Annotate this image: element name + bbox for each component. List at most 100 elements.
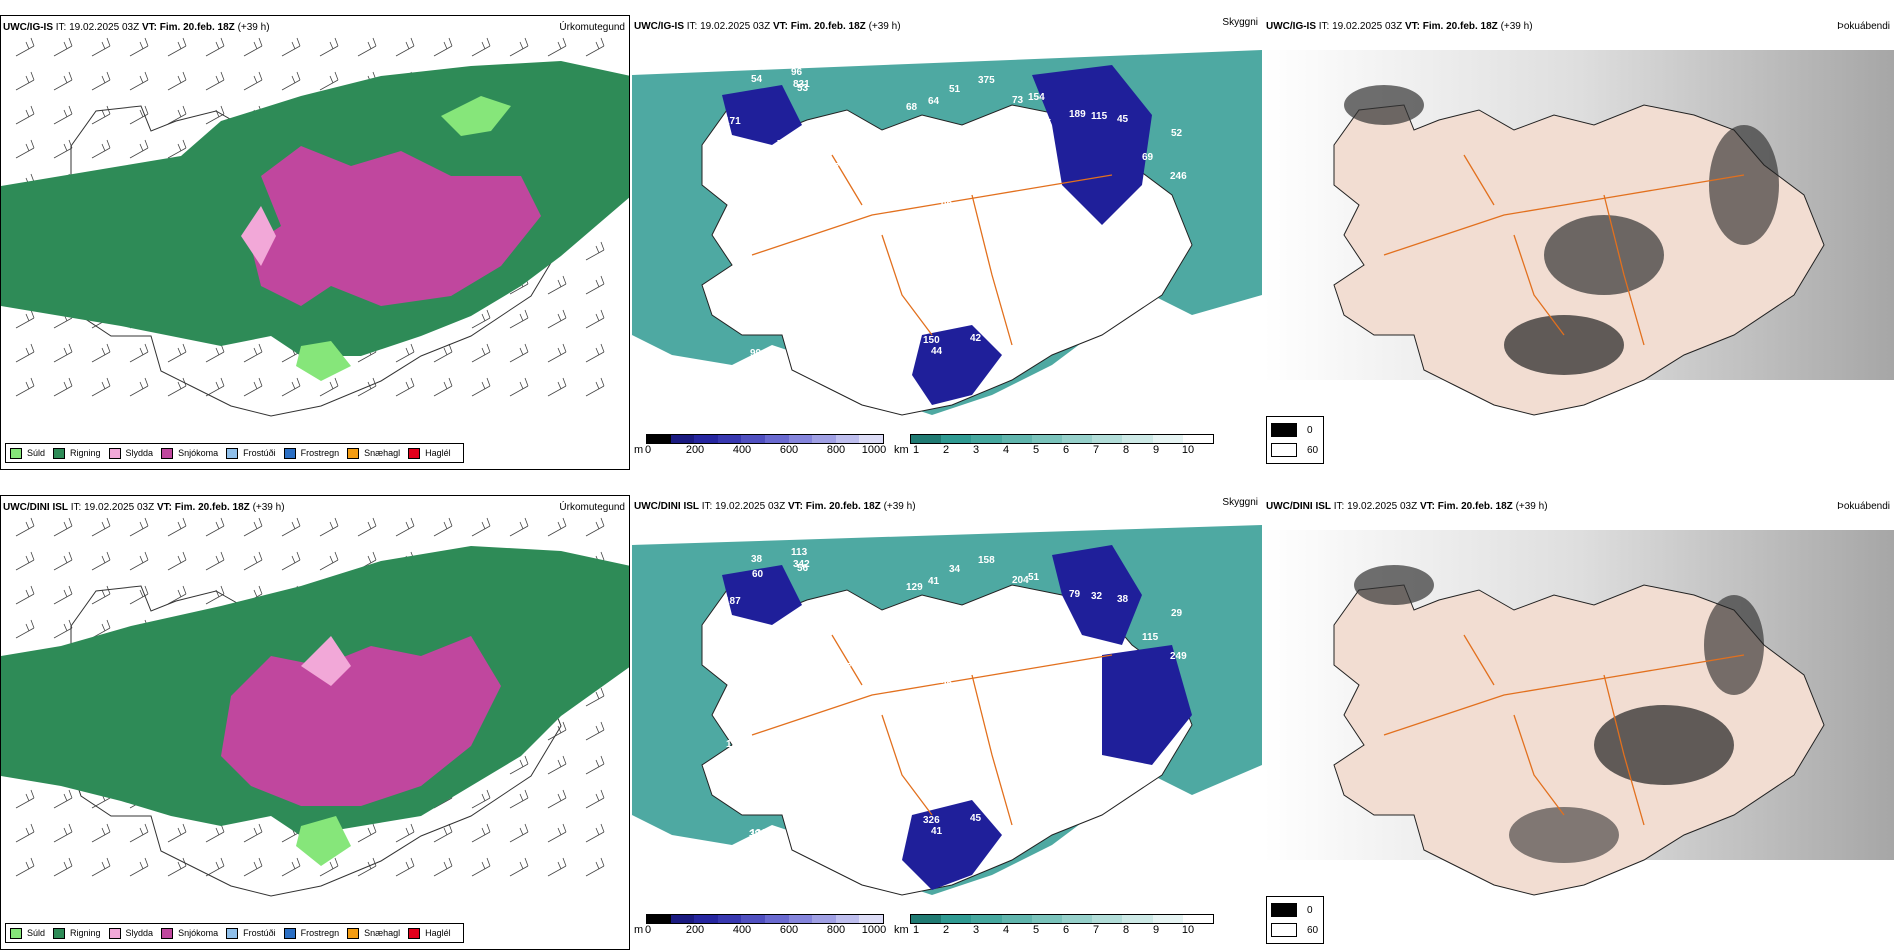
legend-item-freezing-drizzle: Frostúði: [226, 447, 276, 459]
panel-title: UWC/DINI ISL IT: 19.02.2025 03Z VT: Fim.…: [634, 501, 916, 512]
wind-barb: [547, 721, 567, 741]
visibility-label: 96: [791, 67, 803, 78]
visibility-label: 115: [1035, 118, 1052, 129]
wind-barb: [509, 37, 529, 57]
wind-barb: [15, 789, 35, 809]
visibility-label: 208: [822, 333, 839, 344]
visibility-label: 68: [906, 102, 918, 113]
visibility-label: 72: [1076, 276, 1088, 287]
wind-barb: [585, 241, 605, 261]
visibility-label: 204: [1012, 575, 1029, 586]
snow-area: [221, 636, 501, 806]
visibility-label: 193: [846, 703, 863, 714]
legend-item-freezing-drizzle: Frostúði: [226, 927, 276, 939]
wind-barb: [281, 517, 301, 537]
precip-legend: Súld Rigning Slydda Snjókoma Frostúði Fr…: [5, 923, 464, 943]
visibility-label: 101: [815, 673, 832, 684]
visibility-label: 51: [949, 84, 961, 95]
visibility-label: 183: [1051, 290, 1068, 301]
visibility-label: 62: [716, 789, 728, 800]
visibility-label: 188: [1157, 822, 1174, 833]
wind-barb: [129, 377, 149, 397]
wind-barb: [129, 105, 149, 125]
fog-dark-patch: [1709, 125, 1779, 245]
visibility-label: 38: [755, 864, 767, 875]
visibility-label: 113: [849, 797, 866, 808]
wind-barb: [395, 343, 415, 363]
panel-title: UWC/DINI ISL IT: 19.02.2025 03Z VT: Fim.…: [3, 502, 285, 513]
visibility-label: 54: [794, 382, 806, 393]
visibility-label: 171: [724, 116, 741, 127]
visibility-label: 59: [913, 723, 925, 734]
wind-barb: [167, 377, 187, 397]
panel-title: UWC/IG-IS IT: 19.02.2025 03Z VT: Fim. 20…: [1266, 21, 1533, 32]
visibility-label: 188: [715, 182, 732, 193]
wind-barb: [547, 517, 567, 537]
wind-barb: [91, 585, 111, 605]
visibility-panel-row1: UWC/IG-IS IT: 19.02.2025 03Z VT: Fim. 20…: [632, 15, 1262, 470]
roads: [751, 154, 1113, 346]
visibility-label: 73: [1012, 95, 1024, 106]
fog-dark-patch: [1704, 595, 1764, 695]
wind-barb: [53, 619, 73, 639]
visibility-label: 56: [993, 688, 1005, 699]
visibility-label: 103: [994, 217, 1011, 228]
visibility-label: 120: [726, 739, 743, 750]
wind-barb: [395, 857, 415, 877]
precip-legend: Súld Rigning Slydda Snjókoma Frostúði Fr…: [5, 443, 464, 463]
visibility-label: 62: [801, 644, 813, 655]
legend-item-sleet: Slydda: [108, 927, 153, 939]
visibility-label: 42: [970, 333, 982, 344]
visibility-label: 46: [735, 679, 747, 690]
visibility-label: 240: [867, 181, 884, 192]
fog-dark-patch: [1354, 565, 1434, 605]
panel-title: UWC/IG-IS IT: 19.02.2025 03Z VT: Fim. 20…: [634, 21, 901, 32]
wind-barb: [53, 105, 73, 125]
visibility-label: 162: [1163, 857, 1180, 868]
wind-barb: [129, 551, 149, 571]
precip-map: [1, 37, 629, 417]
visibility-label: 43: [926, 621, 938, 632]
variable-title: Skyggni: [1222, 497, 1258, 508]
wind-barb: [585, 857, 605, 877]
wind-barb: [91, 37, 111, 57]
wind-barb: [585, 309, 605, 329]
visibility-label: 150: [842, 792, 859, 803]
visibility-label: 32: [1091, 591, 1103, 602]
km-colorbar: km 1 2 3 4 5 6 7 8 9 10: [894, 914, 1214, 940]
visibility-label: 51: [1028, 572, 1040, 583]
visibility-label: 56: [1001, 196, 1013, 207]
visibility-label: 115: [1142, 632, 1159, 643]
visibility-label: 270: [849, 317, 866, 328]
km-colorbar: km 1 2 3 4 5 6 7 8 9 10: [894, 434, 1214, 460]
wind-barb: [547, 37, 567, 57]
roads: [1383, 634, 1745, 826]
fog-panel-row2: UWC/DINI ISL IT: 19.02.2025 03Z VT: Fim.…: [1264, 495, 1894, 950]
wind-barb: [205, 37, 225, 57]
visibility-label: 268: [1071, 272, 1088, 283]
roads: [751, 634, 1113, 826]
visibility-label: 90: [827, 350, 839, 361]
height-colorbar: m 0 200 400 600 800 1000: [634, 914, 886, 940]
visibility-label: 152: [1029, 345, 1046, 356]
wind-barb: [547, 755, 567, 775]
visibility-label: 66: [926, 141, 938, 152]
visibility-label: 145: [1051, 770, 1068, 781]
snow-area: [251, 146, 541, 306]
wind-barb: [167, 37, 187, 57]
variable-title: Úrkomutegund: [559, 502, 625, 513]
wind-barb: [281, 551, 301, 571]
panel-title: UWC/DINI ISL IT: 19.02.2025 03Z VT: Fim.…: [1266, 501, 1548, 512]
wind-barb: [509, 823, 529, 843]
wind-barb: [205, 343, 225, 363]
visibility-label: 38: [1117, 594, 1129, 605]
visibility-label: 60: [951, 622, 963, 633]
wind-barb: [509, 755, 529, 775]
sleet-edge: [301, 636, 351, 686]
visibility-label: 45: [1117, 114, 1129, 125]
visibility-label: 41: [981, 703, 993, 714]
visibility-label: 44: [931, 346, 943, 357]
wind-barb: [91, 517, 111, 537]
visibility-label: 107: [881, 179, 898, 190]
wind-barb: [547, 789, 567, 809]
